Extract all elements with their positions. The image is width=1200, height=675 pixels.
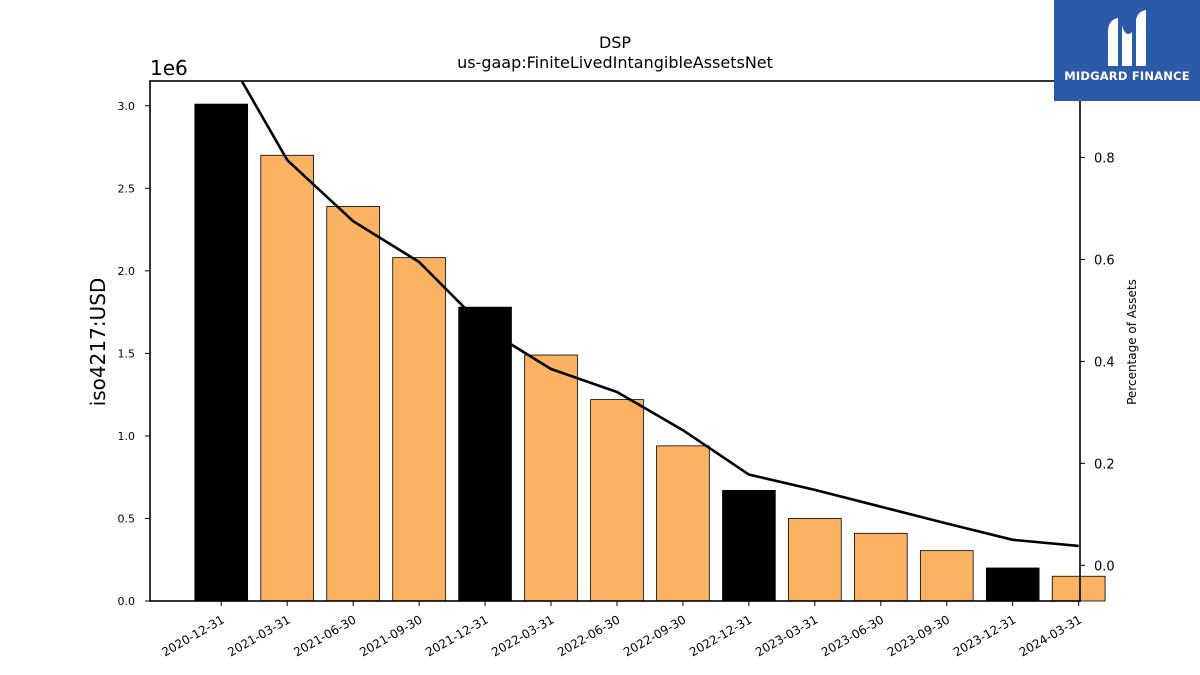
y-tick-label: 0.0 <box>118 595 136 608</box>
bar-2023-06-30 <box>854 532 908 602</box>
y-tick-label: 2.5 <box>118 182 136 195</box>
logo-text: MIDGARD FINANCE <box>1064 69 1190 83</box>
x-tick-label: 2024-03-31 <box>1017 612 1084 659</box>
y2-axis-label: Percentage of Assets <box>1125 279 1139 405</box>
percentage-line <box>240 81 1079 548</box>
bar-2022-03-31 <box>524 354 578 602</box>
plot-frame <box>149 80 1081 602</box>
bar-2020-12-31 <box>194 103 249 602</box>
y2-tick-label: 0.6 <box>1094 253 1115 268</box>
chart-subtitle: us-gaap:FiniteLivedIntangibleAssetsNet <box>457 53 773 72</box>
y2-tick-label: 0.2 <box>1094 457 1115 472</box>
y-axis-offset-label: 1e6 <box>150 56 188 80</box>
x-tick-label: 2022-09-30 <box>621 612 688 659</box>
bar-2021-06-30 <box>326 206 380 602</box>
y-tick-label: 1.0 <box>118 430 136 443</box>
y-tick-label: 3.0 <box>118 100 136 113</box>
x-axis-ticks: 2020-12-312021-03-312021-06-302021-09-30… <box>159 601 1084 659</box>
x-tick-label: 2023-06-30 <box>819 612 886 659</box>
bar-2023-09-30 <box>919 550 974 602</box>
x-tick-label: 2020-12-31 <box>159 612 226 659</box>
x-tick-label: 2021-06-30 <box>291 612 358 659</box>
x-tick-label: 2022-12-31 <box>687 612 754 659</box>
y-tick-label: 2.0 <box>118 265 136 278</box>
bar-2023-12-31 <box>985 567 1040 602</box>
y-tick-label: 0.5 <box>118 512 136 525</box>
bar-series <box>194 103 1106 602</box>
line-series <box>240 81 1079 548</box>
x-tick-label: 2021-09-30 <box>357 612 424 659</box>
y-axis-label: iso4217:USD <box>86 278 110 407</box>
x-tick-label: 2021-03-31 <box>225 612 292 659</box>
x-tick-label: 2022-06-30 <box>555 612 622 659</box>
bar-2022-09-30 <box>656 445 710 602</box>
y2-tick-label: 0.4 <box>1094 355 1115 370</box>
bar-2023-03-31 <box>788 518 842 602</box>
bar-2021-03-31 <box>260 154 314 602</box>
y-tick-label: 1.5 <box>118 347 136 360</box>
y2-tick-label: 0.8 <box>1094 151 1115 166</box>
bar-2022-12-31 <box>722 489 776 602</box>
x-tick-label: 2023-12-31 <box>951 612 1018 659</box>
bar-2024-03-31 <box>1051 575 1106 602</box>
y2-tick-label: 0.0 <box>1094 559 1115 574</box>
bar-2021-09-30 <box>392 257 446 602</box>
midgard-finance-logo: MIDGARD FINANCE <box>1054 0 1200 101</box>
x-tick-label: 2022-03-31 <box>489 612 556 659</box>
x-tick-label: 2023-09-30 <box>885 612 952 659</box>
midgard-logo-icon <box>1108 10 1146 66</box>
y2-axis-ticks: 0.0 0.2 0.4 0.6 0.8 <box>1080 151 1115 574</box>
bar-2022-06-30 <box>590 399 644 602</box>
bar-2021-12-31 <box>458 306 512 602</box>
x-tick-label: 2023-03-31 <box>753 612 820 659</box>
chart-title: DSP <box>599 33 631 52</box>
x-tick-label: 2021-12-31 <box>423 612 490 659</box>
y-axis-ticks: 0.0 0.5 1.0 1.5 2.0 2.5 3.0 <box>118 100 150 608</box>
